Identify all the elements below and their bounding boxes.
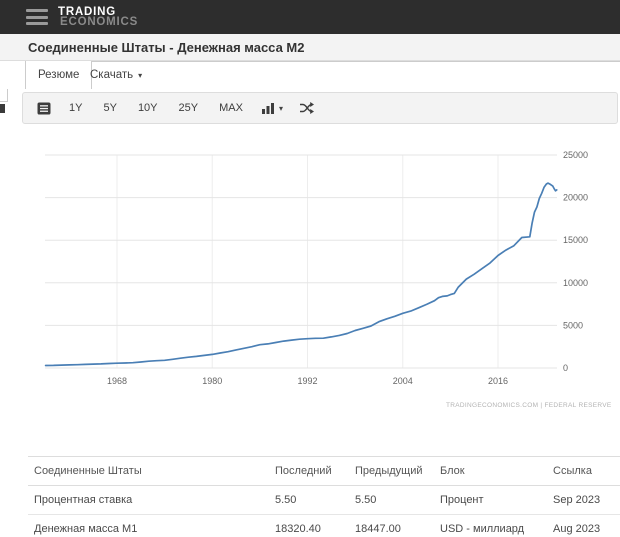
range-buttons: 1Y 5Y 10Y 25Y MAX [62, 98, 250, 118]
table-header-1: Последний [269, 456, 349, 486]
indicator-link[interactable]: Процентная ставка [28, 485, 269, 515]
chart-toolbar: 1Y 5Y 10Y 25Y MAX ▾ [22, 92, 618, 124]
title-bar: Соединенные Штаты - Денежная масса M2 [0, 34, 620, 61]
left-edge-marker [0, 104, 5, 113]
logo-line-2: ECONOMICS [60, 15, 139, 28]
chart-attribution: TRADINGECONOMICS.COM | FEDERAL RESERVE [446, 402, 612, 409]
x-tick-label-2004: 2004 [393, 376, 413, 386]
tabs-row: Резюме Скачать ▾ [0, 61, 620, 89]
y-tick-label-15000: 15000 [563, 235, 588, 245]
logo-line-1: TRADING [58, 5, 116, 18]
tab-download-label: Скачать [90, 69, 134, 81]
range-button-5y[interactable]: 5Y [103, 102, 117, 114]
y-tick-label-5000: 5000 [563, 320, 583, 330]
x-tick-label-2016: 2016 [488, 376, 508, 386]
hamburger-menu-icon[interactable] [26, 9, 48, 25]
news-icon[interactable] [32, 98, 56, 119]
tab-summary[interactable]: Резюме [25, 61, 93, 89]
table-cell: 5.50 [349, 485, 434, 515]
table-cell: Sep 2023 [547, 485, 620, 515]
tabs-top-rule [25, 61, 620, 62]
table-cell: 18320.40 [269, 514, 349, 537]
table-row[interactable]: Процентная ставка 5.50 5.50 Процент Sep 2023 [28, 485, 620, 515]
x-tick-label-1992: 1992 [297, 376, 317, 386]
chart-area[interactable]: 1968 1980 1992 2004 2016 0 5000 10000 15000 20000… [0, 126, 620, 421]
trading-economics-logo[interactable]: TRADING ECONOMICS [58, 5, 139, 28]
m2-line-chart[interactable]: 1968 1980 1992 2004 2016 0 5000 10000 15000 20000… [0, 126, 620, 421]
indicator-link[interactable]: Денежная масса M1 [28, 514, 269, 537]
range-button-max[interactable]: MAX [219, 102, 243, 114]
table-cell: USD - миллиард [434, 514, 547, 537]
table-cell: 18447.00 [349, 514, 434, 537]
table-cell: Процент [434, 485, 547, 515]
m2-series-line [44, 182, 558, 367]
chart-type-button[interactable]: ▾ [256, 98, 288, 118]
table-header-3: Блок [434, 456, 547, 486]
app-header: TRADING ECONOMICS [0, 0, 620, 34]
y-tick-label-10000: 10000 [563, 278, 588, 288]
range-button-10y[interactable]: 10Y [137, 102, 158, 114]
tab-download[interactable]: Скачать ▾ [90, 61, 142, 89]
x-tick-label-1968: 1968 [107, 376, 127, 386]
indicators-table: Соединенные Штаты Последний Предыдущий Блок… [28, 456, 620, 537]
tab-summary-label: Резюме [38, 69, 80, 81]
compare-shuffle-icon[interactable] [294, 98, 319, 118]
table-header-row: Соединенные Штаты Последний Предыдущий Блок… [28, 456, 620, 486]
y-tick-label-0: 0 [563, 363, 568, 373]
table-cell: Aug 2023 [547, 514, 620, 537]
range-button-25y[interactable]: 25Y [178, 102, 199, 114]
x-tick-label-1980: 1980 [202, 376, 222, 386]
table-row[interactable]: Денежная масса M1 18320.40 18447.00 USD - м… [28, 514, 620, 537]
table-cell: 5.50 [269, 485, 349, 515]
table-header-0: Соединенные Штаты [28, 456, 269, 486]
chevron-down-icon: ▾ [138, 70, 143, 80]
page-title: Соединенные Штаты - Денежная масса M2 [28, 39, 305, 55]
chevron-down-icon: ▾ [278, 103, 283, 113]
range-button-1y[interactable]: 1Y [69, 102, 83, 114]
y-tick-label-20000: 20000 [563, 193, 588, 203]
table-header-2: Предыдущий [349, 456, 434, 486]
table-header-4: Ссылка [547, 456, 620, 486]
y-tick-label-25000: 25000 [563, 150, 588, 160]
